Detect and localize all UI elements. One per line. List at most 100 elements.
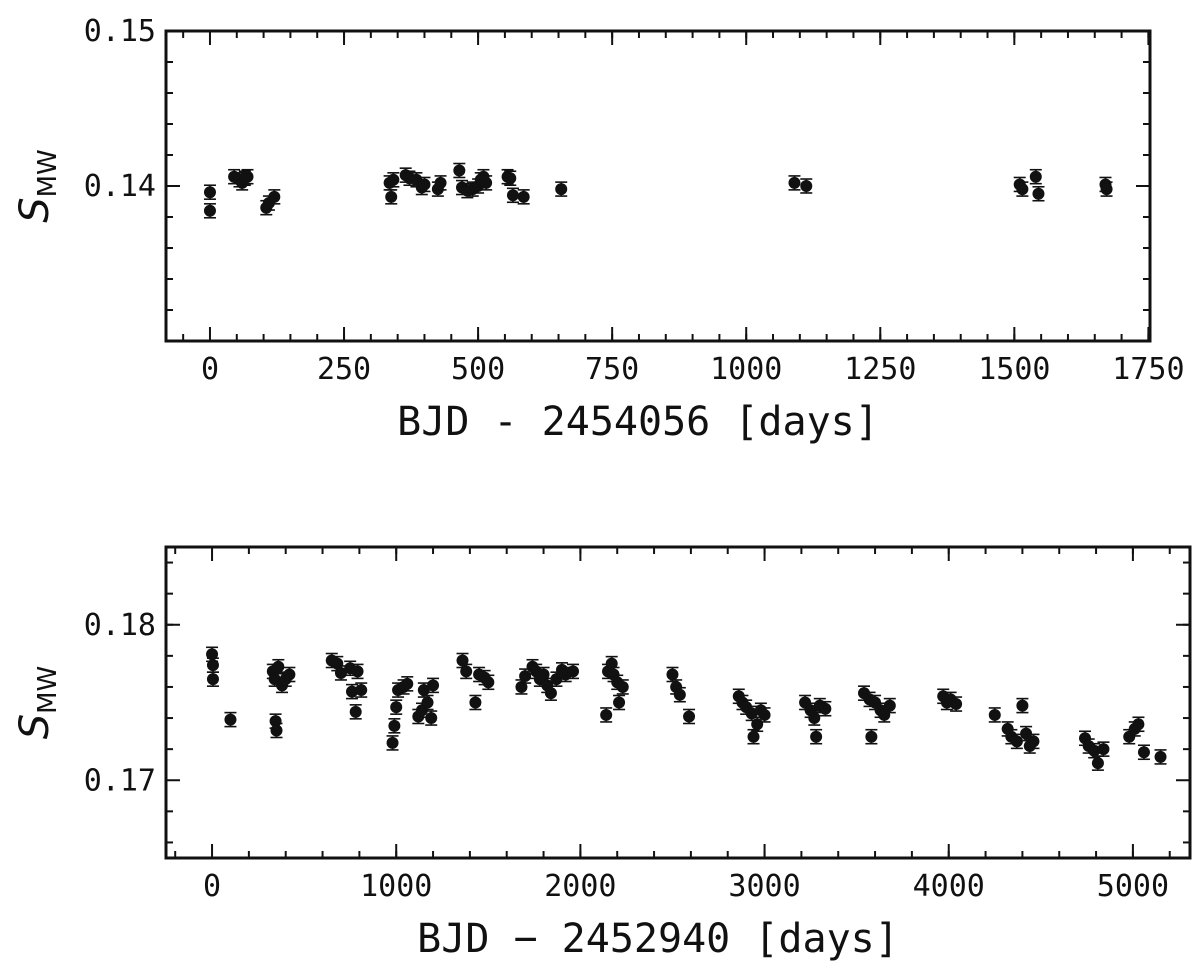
- point: [241, 170, 254, 183]
- point: [517, 190, 530, 203]
- y-tick-label: 0.15: [84, 14, 156, 49]
- points: [206, 646, 1167, 771]
- y-label-main: S: [12, 197, 58, 222]
- x-tick-label: 1000: [710, 352, 782, 387]
- point: [469, 696, 482, 709]
- point: [666, 668, 679, 681]
- point: [203, 204, 216, 217]
- point: [515, 680, 528, 693]
- y-label-sub: MW: [33, 666, 63, 714]
- point: [758, 708, 771, 721]
- x-tick-label: 250: [317, 352, 371, 387]
- point: [537, 668, 550, 681]
- point: [270, 724, 283, 737]
- point: [1016, 699, 1029, 712]
- point: [417, 684, 430, 697]
- x-tick-label: 1000: [360, 869, 432, 904]
- point: [385, 190, 398, 203]
- point: [1137, 746, 1150, 759]
- x-axis-label: BJD - 2454056 [days]: [397, 399, 879, 445]
- point: [683, 710, 696, 723]
- y-label-main: S: [12, 714, 58, 739]
- y-tick-label: 0.18: [84, 608, 156, 643]
- x-tick-label: 1500: [978, 352, 1050, 387]
- point: [1027, 735, 1040, 748]
- x-tick-label: 2000: [544, 869, 616, 904]
- x-tick-label: 750: [585, 352, 639, 387]
- point: [434, 176, 447, 189]
- point: [613, 696, 626, 709]
- y-axis-label: SMW: [12, 666, 63, 740]
- point: [224, 713, 237, 726]
- point: [1091, 757, 1104, 770]
- point: [1016, 183, 1029, 196]
- point: [203, 186, 216, 199]
- point: [751, 718, 764, 731]
- points: [203, 162, 1113, 219]
- point: [1100, 183, 1113, 196]
- point: [460, 665, 473, 678]
- point: [456, 654, 469, 667]
- point: [1032, 187, 1045, 200]
- point: [808, 712, 821, 725]
- point: [819, 702, 832, 715]
- point: [567, 665, 580, 678]
- x-tick-label: 500: [451, 352, 505, 387]
- y-tick-label: 0.17: [84, 763, 156, 798]
- point: [386, 736, 399, 749]
- point: [346, 685, 359, 698]
- x-tick-label: 0: [203, 869, 221, 904]
- point: [616, 680, 629, 693]
- point: [519, 670, 532, 683]
- point: [555, 183, 568, 196]
- point: [334, 666, 347, 679]
- x-tick-label: 0: [201, 352, 219, 387]
- point: [605, 657, 618, 670]
- point: [482, 676, 495, 689]
- point: [206, 648, 219, 661]
- point: [387, 173, 400, 186]
- point: [425, 712, 438, 725]
- point: [544, 687, 557, 700]
- point: [418, 178, 431, 191]
- point: [388, 719, 401, 732]
- x-tick-label: 1750: [1112, 352, 1184, 387]
- x-axis-label: BJD − 2452940 [days]: [417, 916, 899, 962]
- point: [421, 696, 434, 709]
- point: [810, 730, 823, 743]
- point: [950, 698, 963, 711]
- y-tick-label: 0.14: [84, 169, 156, 204]
- point: [427, 679, 440, 692]
- point: [206, 659, 219, 672]
- point: [988, 708, 1001, 721]
- point: [453, 164, 466, 177]
- point: [504, 172, 517, 185]
- point: [283, 668, 296, 681]
- point: [1088, 744, 1101, 757]
- point: [800, 180, 813, 192]
- x-tick-label: 5000: [1097, 869, 1169, 904]
- point: [865, 730, 878, 743]
- point: [1029, 170, 1042, 183]
- point: [600, 708, 613, 721]
- point: [1154, 750, 1167, 763]
- point: [747, 730, 760, 743]
- point: [745, 707, 758, 720]
- point: [480, 176, 493, 189]
- point: [355, 684, 368, 697]
- plot-frame: [164, 545, 1192, 860]
- y-label-sub: MW: [33, 149, 63, 197]
- plot-frame: [164, 29, 1152, 343]
- point: [506, 189, 519, 202]
- x-tick-label: 4000: [913, 869, 985, 904]
- point: [788, 176, 801, 189]
- y-axis-label: SMW: [12, 149, 63, 223]
- point: [883, 699, 896, 712]
- point: [349, 705, 362, 718]
- point: [1020, 727, 1033, 740]
- point: [1010, 735, 1023, 748]
- x-tick-label: 1250: [844, 352, 916, 387]
- point: [351, 665, 364, 678]
